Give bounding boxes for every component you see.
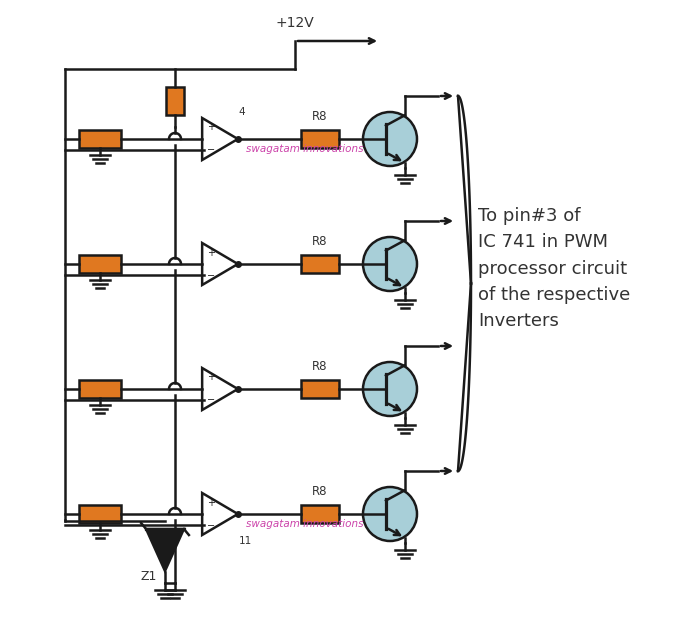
Bar [79,380,121,398]
Text: +: + [207,123,215,133]
Text: R8: R8 [312,485,328,498]
Bar [79,505,121,523]
Text: To pin#3 of
IC 741 in PWM
processor circuit
of the respective
Inverters: To pin#3 of IC 741 in PWM processor circ… [478,207,630,330]
Bar [79,255,121,273]
Bar [301,255,339,273]
Text: swagatam innovations: swagatam innovations [246,519,364,529]
Text: −: − [207,396,216,406]
Text: Z1: Z1 [140,569,157,582]
Bar [301,505,339,523]
Text: −: − [207,521,216,530]
Bar [301,380,339,398]
Polygon shape [146,529,184,571]
Bar [79,130,121,148]
Circle shape [363,237,417,291]
Text: 4: 4 [239,107,246,117]
Text: 11: 11 [239,536,252,546]
Text: R8: R8 [312,235,328,248]
Bar [301,130,339,148]
Circle shape [363,112,417,166]
Text: +: + [207,247,215,257]
Text: −: − [207,270,216,281]
Text: +: + [207,498,215,508]
Text: R8: R8 [312,360,328,373]
Text: +: + [207,372,215,382]
Text: +12V: +12V [276,16,314,30]
Bar [166,87,184,115]
Text: R8: R8 [312,110,328,123]
Circle shape [363,362,417,416]
Circle shape [363,487,417,541]
Text: swagatam innovations: swagatam innovations [246,144,364,154]
Text: −: − [207,145,216,155]
